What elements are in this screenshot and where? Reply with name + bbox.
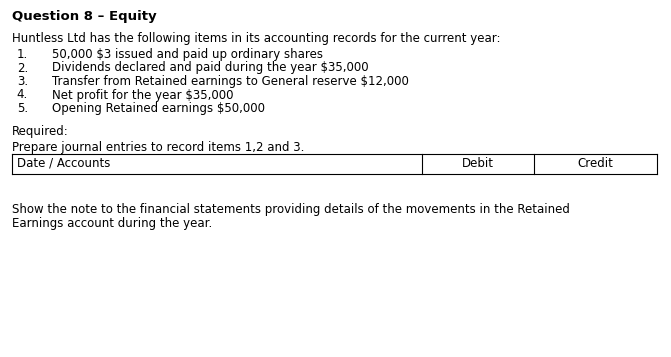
Text: 2.: 2. bbox=[17, 61, 28, 75]
Text: Credit: Credit bbox=[578, 157, 614, 170]
Text: Earnings account during the year.: Earnings account during the year. bbox=[12, 217, 212, 231]
Text: Opening Retained earnings $50,000: Opening Retained earnings $50,000 bbox=[52, 102, 265, 115]
Text: Show the note to the financial statements providing details of the movements in : Show the note to the financial statement… bbox=[12, 203, 570, 216]
Text: 1.: 1. bbox=[17, 48, 28, 61]
Text: 5.: 5. bbox=[17, 102, 28, 115]
Text: Required:: Required: bbox=[12, 126, 68, 139]
Text: Dividends declared and paid during the year $35,000: Dividends declared and paid during the y… bbox=[52, 61, 368, 75]
Text: Debit: Debit bbox=[462, 157, 494, 170]
Text: Transfer from Retained earnings to General reserve $12,000: Transfer from Retained earnings to Gener… bbox=[52, 75, 409, 88]
Text: Prepare journal entries to record items 1,2 and 3.: Prepare journal entries to record items … bbox=[12, 141, 305, 155]
Text: Net profit for the year $35,000: Net profit for the year $35,000 bbox=[52, 89, 234, 101]
Text: 50,000 $3 issued and paid up ordinary shares: 50,000 $3 issued and paid up ordinary sh… bbox=[52, 48, 323, 61]
Text: 4.: 4. bbox=[17, 89, 28, 101]
Text: 3.: 3. bbox=[17, 75, 28, 88]
Text: Question 8 – Equity: Question 8 – Equity bbox=[12, 10, 156, 23]
Text: Date / Accounts: Date / Accounts bbox=[17, 157, 110, 170]
Text: Huntless Ltd has the following items in its accounting records for the current y: Huntless Ltd has the following items in … bbox=[12, 32, 501, 45]
